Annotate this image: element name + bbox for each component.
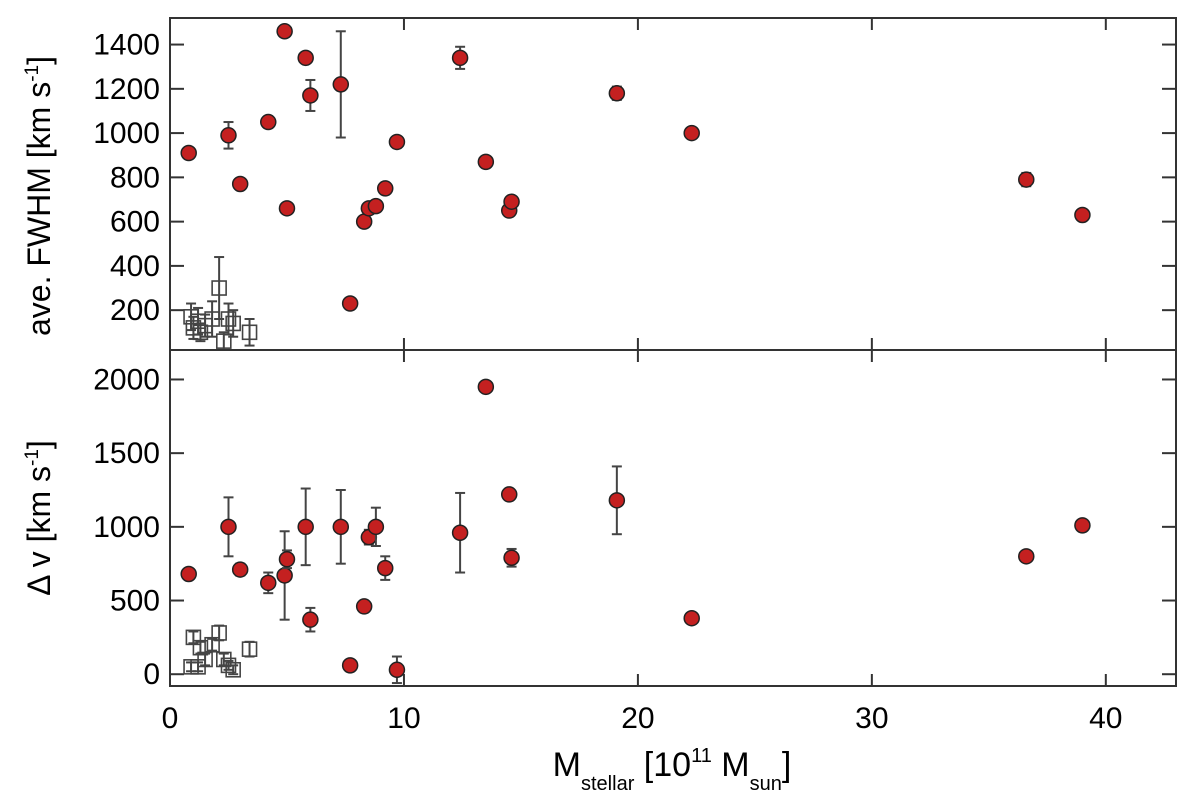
data-point [302,611,319,628]
y-tick-label: 500 [110,585,160,618]
data-point [276,23,293,40]
x-axis: 0 10 20 30 40 [162,702,1123,735]
panel-fwhm: 200 400 600 800 1000 1200 1400 [93,17,1177,351]
y-tick-label: 600 [110,206,160,239]
data-point [341,295,359,312]
data-point [278,200,296,217]
data-point [477,153,495,171]
data-point [503,193,520,210]
data-point [1018,548,1035,565]
x-tick-label: 30 [855,702,888,735]
data-point [451,49,469,67]
data-point [220,518,237,536]
data-point [180,144,197,162]
data-point [451,524,469,541]
data-point [388,133,406,151]
data-point [241,324,258,341]
panel-frame [169,349,1177,687]
data-point [297,49,314,67]
x-axis-title: Mstellar [1011 Msun] [553,745,792,795]
y-tick-label: 0 [143,658,160,691]
data-point [180,565,197,583]
data-point [211,625,227,641]
y-tick-label: 1500 [93,437,160,470]
y-tick-label: 2000 [93,363,160,396]
data-point [216,651,232,668]
data-point [241,641,258,657]
x-tick-label: 20 [621,702,654,735]
data-point [332,518,350,536]
x-tick-label: 40 [1089,702,1122,735]
data-point [302,87,319,104]
y-axis-title-fwhm: ave. FWHM [km s-1] [21,56,57,336]
data-point [388,661,406,679]
data-point [231,561,249,578]
data-point [225,315,241,332]
data-point [367,518,385,536]
x-tick-label: 0 [162,702,179,735]
data-point [276,567,293,584]
data-point [332,76,350,93]
data-point [683,609,700,627]
data-point [260,574,277,592]
y-tick-label: 200 [110,294,160,327]
data-point [211,280,227,296]
data-point [503,549,520,567]
data-point [1074,206,1091,224]
data-point [355,598,373,615]
data-point [608,85,626,102]
data-point [1018,171,1035,188]
y-tick-label: 1000 [93,117,160,150]
y-tick-label: 400 [110,250,160,283]
data-point [220,127,237,144]
data-point [297,518,314,536]
panel-delta-v: 0 500 1000 1500 2000 [93,349,1177,691]
y-tick-label: 1200 [93,73,160,106]
data-point [500,486,518,503]
data-point [220,311,237,327]
y-tick-label: 1400 [93,29,160,62]
data-point [477,378,495,396]
y-axis-title-delta-v: Δ v [km s-1] [21,440,57,596]
x-tick-label: 10 [387,702,420,735]
data-point [683,124,700,142]
y-tick-label: 800 [110,161,160,194]
y-tick-label: 1000 [93,511,160,544]
data-point [260,113,277,131]
data-point [608,492,626,509]
data-point [1074,517,1091,534]
data-point [376,559,394,577]
data-point [278,551,296,568]
data-point [341,657,359,674]
data-point [367,197,385,215]
data-point [192,639,209,656]
data-point [231,175,249,193]
data-point [376,180,394,197]
data-point [225,661,241,678]
